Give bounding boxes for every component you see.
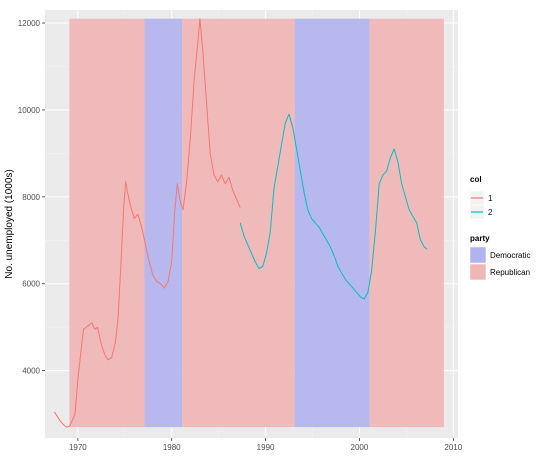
x-tick-labels: 1970 1980 1990 2000 2010: [69, 443, 463, 452]
legend-party-label: Republican: [490, 268, 530, 277]
legend-col-items: 12: [469, 190, 493, 220]
x-tick-label: 2010: [444, 443, 462, 452]
legend-party-title: party: [470, 234, 490, 243]
legend-party-swatch-democratic: [469, 246, 487, 264]
legend-party-label: Democratic: [490, 251, 530, 260]
series-lines: [53, 18, 428, 428]
x-tick-label: 1980: [163, 443, 181, 452]
y-tick-label: 6000: [22, 280, 40, 289]
party-band-democratic: [144, 18, 183, 428]
legend-party-items: Democratic Republican: [469, 246, 530, 281]
series-line-1: [53, 18, 241, 428]
x-tick-label: 2000: [351, 443, 369, 452]
party-band-republican: [69, 18, 145, 428]
y-tick-labels: 4000 6000 8000 10000 12000: [18, 19, 41, 376]
x-tick-label: 1970: [69, 443, 87, 452]
legend-col-label: 1: [488, 194, 493, 203]
legend-col-label: 2: [488, 208, 493, 217]
axis-ticks: [42, 22, 454, 441]
x-tick-label: 1990: [257, 443, 275, 452]
legend-col-title: col: [470, 175, 482, 184]
party-bands: [69, 18, 444, 428]
legend-party-swatch-republican: [469, 263, 487, 281]
y-tick-label: 12000: [18, 19, 41, 28]
party-band-republican: [369, 18, 444, 428]
party-band-democratic: [294, 18, 370, 428]
y-tick-label: 8000: [22, 193, 40, 202]
y-tick-label: 10000: [18, 106, 41, 115]
y-axis-title: No. unemployed (1000s): [4, 169, 15, 279]
y-tick-label: 4000: [22, 367, 40, 376]
party-band-republican: [182, 18, 295, 428]
series-line-2: [239, 113, 428, 300]
